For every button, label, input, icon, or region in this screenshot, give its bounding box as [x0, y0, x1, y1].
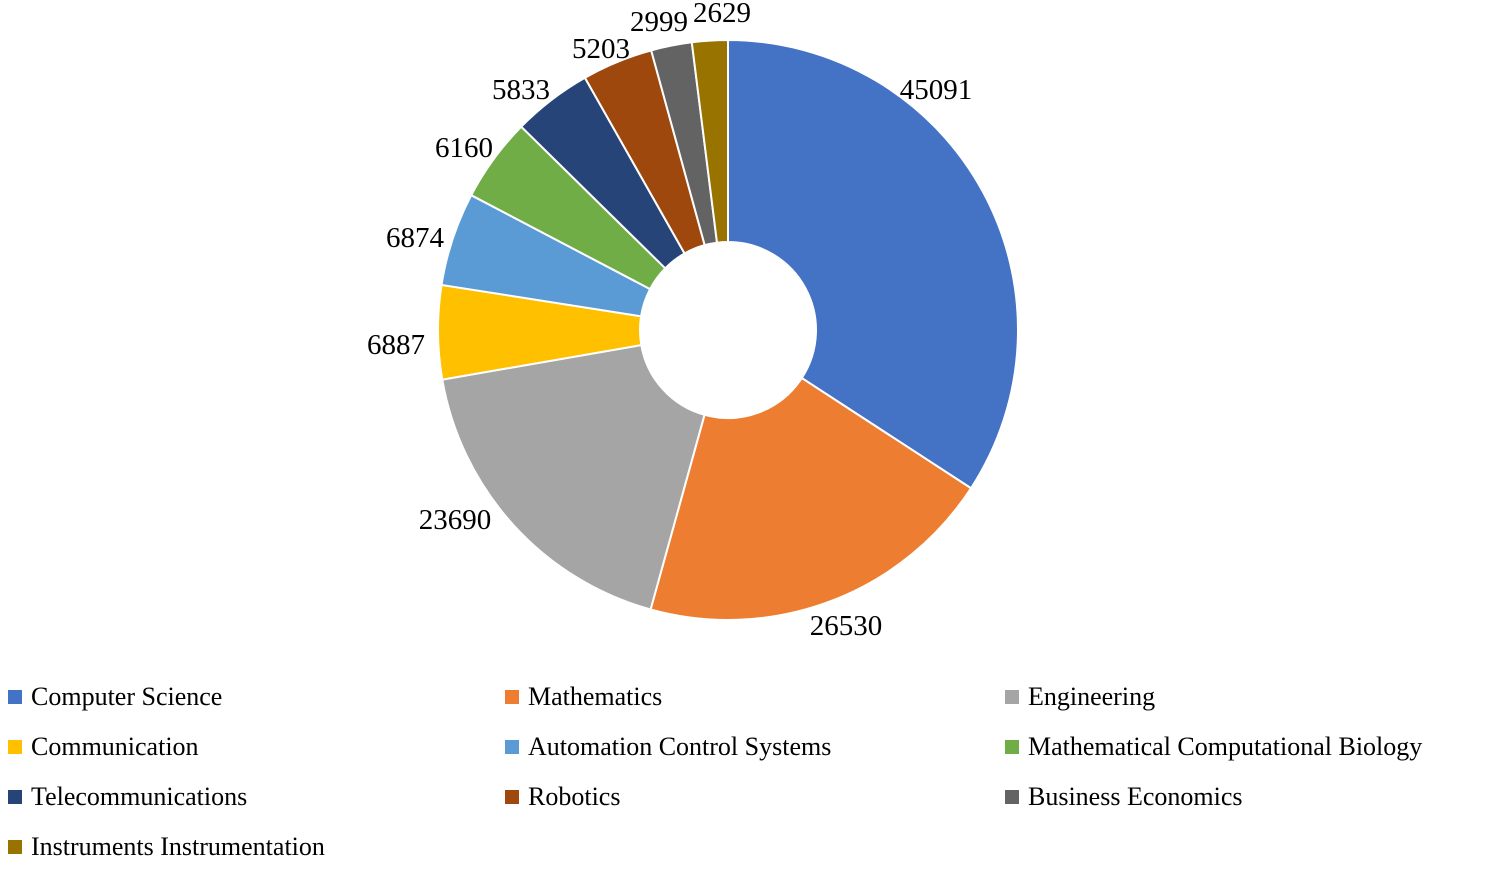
- data-label-mathematics: 26530: [810, 610, 883, 642]
- data-label-communication: 6887: [367, 329, 425, 361]
- chart-legend: Computer Science Mathematics Engineering Co…: [8, 672, 1498, 872]
- pie-slice-mathematics: [649, 377, 973, 621]
- legend-item-mathematics: Mathematics: [505, 682, 1005, 712]
- pie-slice-instruments-instrumentation: [690, 39, 729, 244]
- legend-label: Engineering: [1028, 682, 1156, 711]
- legend-item-business-economics: Business Economics: [1005, 782, 1498, 812]
- pie-slice-computer-science: [727, 39, 1019, 490]
- data-label-engineering: 23690: [419, 504, 492, 536]
- data-label-business-economics: 2999: [630, 6, 688, 38]
- legend-swatch-icon: [505, 790, 519, 804]
- legend-item-mathematical-computational-biology: Mathematical Computational Biology: [1005, 732, 1498, 762]
- legend-label: Mathematical Computational Biology: [1028, 732, 1423, 761]
- legend-label: Telecommunications: [31, 782, 248, 811]
- legend-swatch-icon: [8, 790, 22, 804]
- legend-item-automation-control-systems: Automation Control Systems: [505, 732, 1005, 762]
- data-label-robotics: 5203: [572, 33, 630, 65]
- legend-item-robotics: Robotics: [505, 782, 1005, 812]
- legend-label: Computer Science: [31, 682, 223, 711]
- legend-swatch-icon: [1005, 690, 1019, 704]
- legend-swatch-icon: [1005, 740, 1019, 754]
- data-label-computer-science: 45091: [900, 74, 973, 106]
- legend-item-computer-science: Computer Science: [8, 682, 505, 712]
- legend-item-instruments-instrumentation: Instruments Instrumentation: [8, 832, 505, 862]
- legend-label: Instruments Instrumentation: [31, 832, 325, 861]
- legend-item-communication: Communication: [8, 732, 505, 762]
- legend-label: Communication: [31, 732, 199, 761]
- data-label-automation-control-systems: 6874: [386, 222, 445, 254]
- legend-item-telecommunications: Telecommunications: [8, 782, 505, 812]
- data-label-telecommunications: 5833: [492, 74, 550, 106]
- legend-label: Mathematics: [528, 682, 663, 711]
- pie-slice-engineering: [441, 344, 706, 611]
- legend-label: Business Economics: [1028, 782, 1243, 811]
- legend-swatch-icon: [1005, 790, 1019, 804]
- legend-swatch-icon: [8, 740, 22, 754]
- legend-item-engineering: Engineering: [1005, 682, 1498, 712]
- legend-swatch-icon: [8, 840, 22, 854]
- legend-label: Robotics: [528, 782, 621, 811]
- legend-swatch-icon: [505, 740, 519, 754]
- data-label-mathematical-computational-biology: 6160: [435, 132, 493, 164]
- legend-swatch-icon: [8, 690, 22, 704]
- data-label-instruments-instrumentation: 2629: [693, 0, 751, 29]
- legend-swatch-icon: [505, 690, 519, 704]
- legend-label: Automation Control Systems: [528, 732, 832, 761]
